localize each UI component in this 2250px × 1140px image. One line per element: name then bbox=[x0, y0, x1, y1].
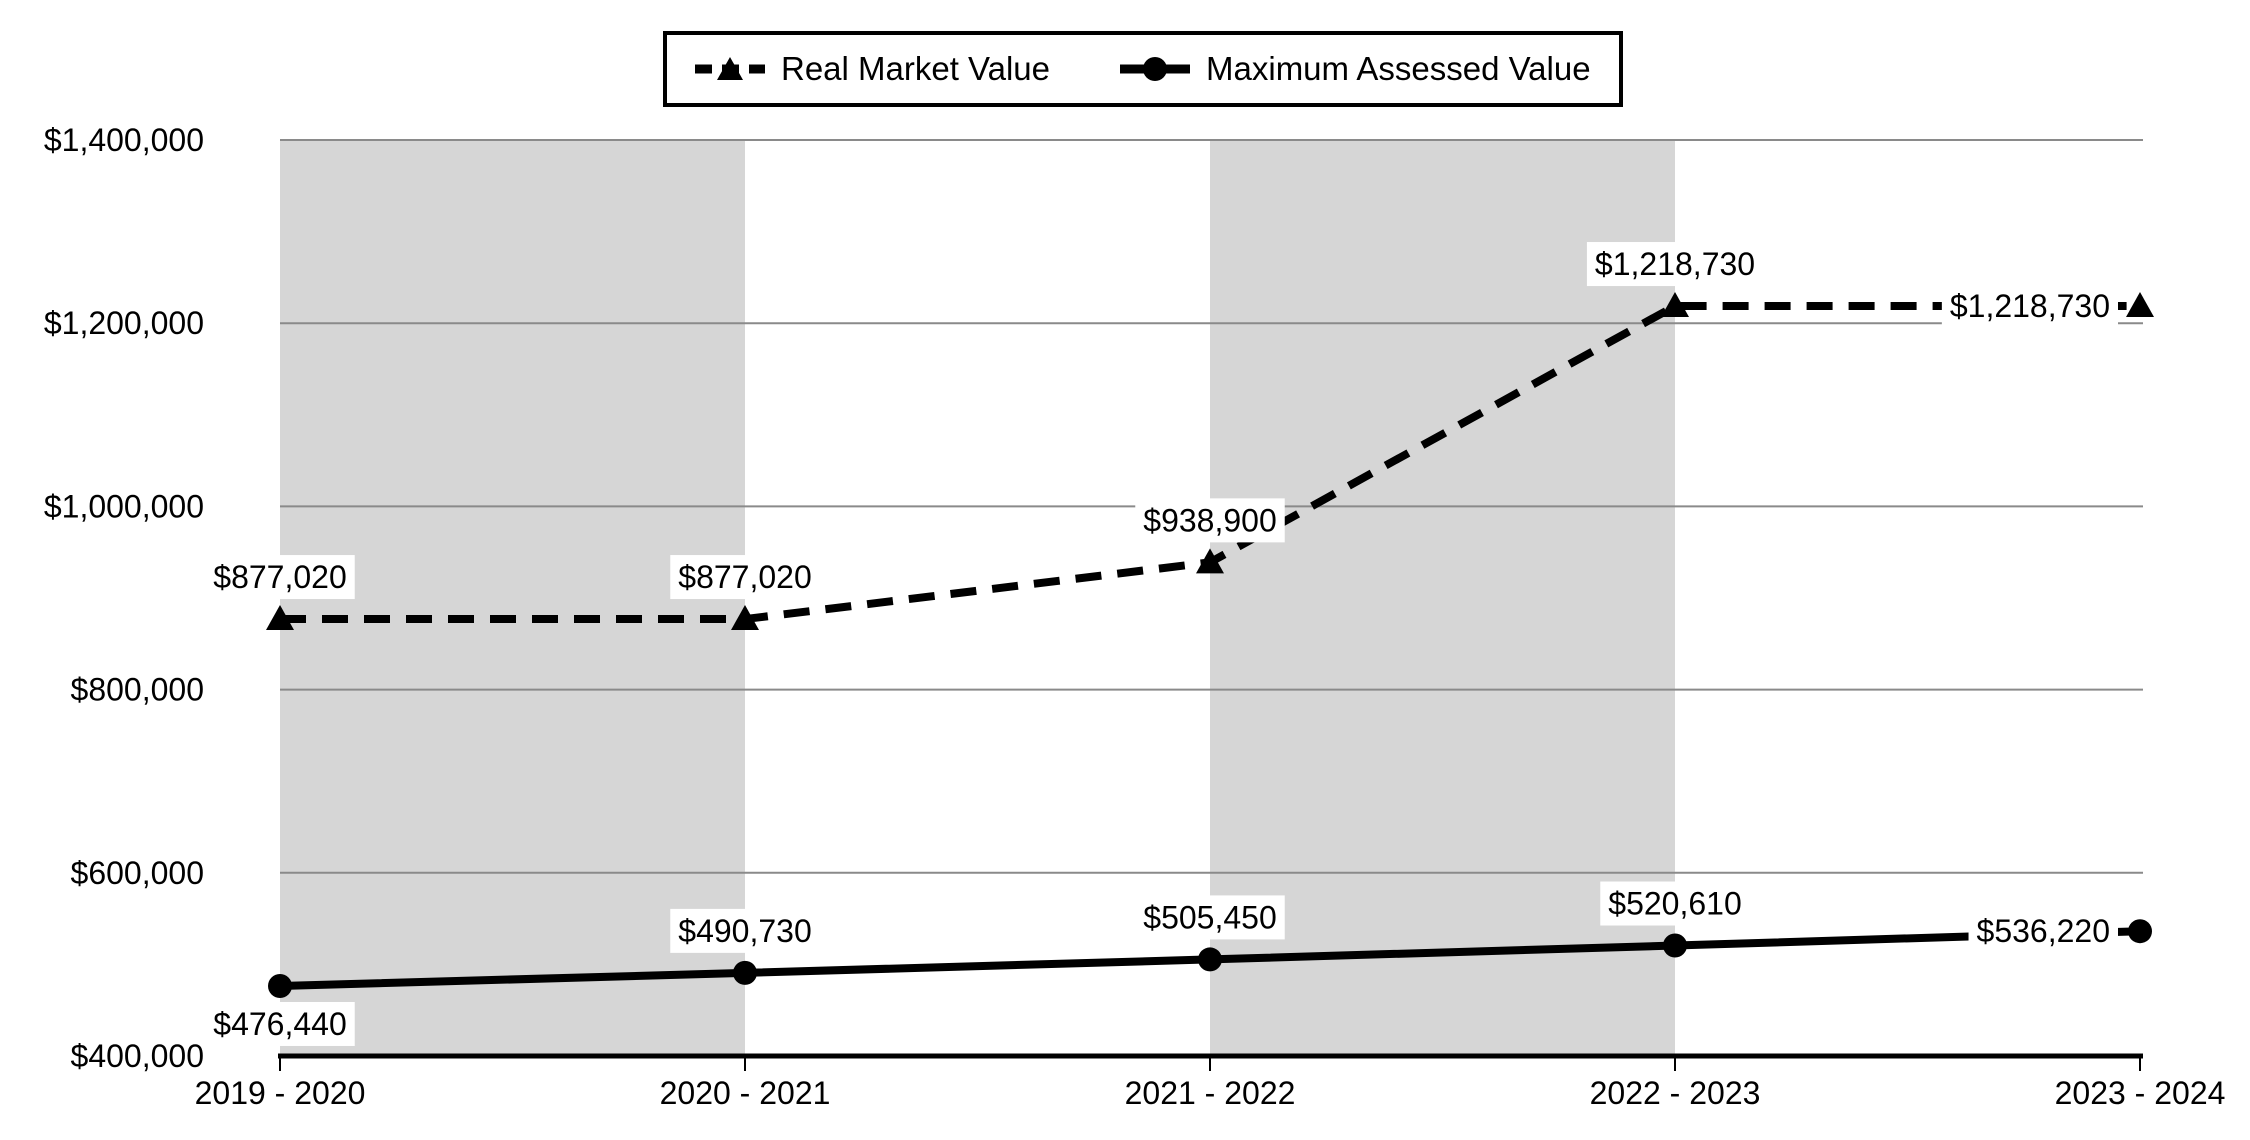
data-label-background bbox=[1586, 242, 1764, 287]
data-label-background bbox=[1600, 881, 1750, 926]
data-label-background bbox=[670, 908, 820, 953]
dashed-line-triangle-marker-icon bbox=[695, 57, 765, 80]
triangle-marker bbox=[266, 605, 294, 631]
legend-item-maximum-assessed-value: Maximum Assessed Value bbox=[1120, 50, 1591, 88]
legend-item-real-market-value: Real Market Value bbox=[695, 50, 1050, 88]
data-label: $505,450 bbox=[1143, 899, 1276, 935]
y-tick-label: $1,000,000 bbox=[44, 488, 204, 524]
triangle-marker bbox=[731, 605, 759, 631]
circle-marker bbox=[1198, 947, 1222, 972]
data-label-background bbox=[1968, 909, 2118, 954]
y-tick-label: $600,000 bbox=[71, 855, 204, 891]
data-label: $536,220 bbox=[1977, 913, 2110, 949]
x-tick-label: 2019 - 2020 bbox=[195, 1075, 366, 1111]
solid-line-circle-marker-icon bbox=[1120, 57, 1191, 81]
y-tick-label: $1,200,000 bbox=[44, 305, 204, 341]
data-label: $490,730 bbox=[678, 913, 811, 949]
shaded-band bbox=[1210, 140, 1675, 1056]
circle-marker bbox=[1663, 933, 1687, 958]
data-label-background bbox=[1135, 498, 1285, 543]
triangle-marker bbox=[2126, 292, 2154, 318]
data-label-background bbox=[205, 555, 355, 600]
triangle-marker bbox=[1661, 292, 1689, 318]
data-label-background bbox=[205, 1001, 355, 1046]
y-tick-label: $400,000 bbox=[71, 1038, 204, 1074]
shaded-band bbox=[280, 140, 745, 1056]
data-label: $520,610 bbox=[1608, 886, 1741, 922]
x-tick-label: 2020 - 2021 bbox=[660, 1075, 831, 1111]
data-label: $877,020 bbox=[213, 559, 346, 595]
data-label-background bbox=[1135, 895, 1285, 940]
legend-label-maximum-assessed-value: Maximum Assessed Value bbox=[1206, 50, 1591, 87]
circle-marker bbox=[2128, 919, 2152, 944]
legend: Real Market Value Maximum Assessed Value bbox=[663, 31, 1623, 107]
data-label-background bbox=[670, 555, 820, 600]
y-tick-label: $800,000 bbox=[71, 672, 204, 708]
data-label: $877,020 bbox=[678, 559, 811, 595]
circle-marker bbox=[733, 960, 757, 985]
data-label: $1,218,730 bbox=[1950, 288, 2110, 324]
data-label-background bbox=[1941, 284, 2118, 329]
data-label: $476,440 bbox=[213, 1006, 346, 1042]
legend-label-real-market-value: Real Market Value bbox=[781, 50, 1051, 87]
data-label: $1,218,730 bbox=[1595, 246, 1755, 282]
x-tick-label: 2021 - 2022 bbox=[1125, 1075, 1296, 1111]
y-tick-label: $1,400,000 bbox=[44, 122, 204, 158]
x-tick-label: 2023 - 2024 bbox=[2055, 1075, 2226, 1111]
triangle-marker bbox=[1196, 548, 1224, 574]
circle-marker bbox=[268, 973, 292, 998]
data-label: $938,900 bbox=[1143, 502, 1276, 538]
x-tick-label: 2022 - 2023 bbox=[1590, 1075, 1761, 1111]
